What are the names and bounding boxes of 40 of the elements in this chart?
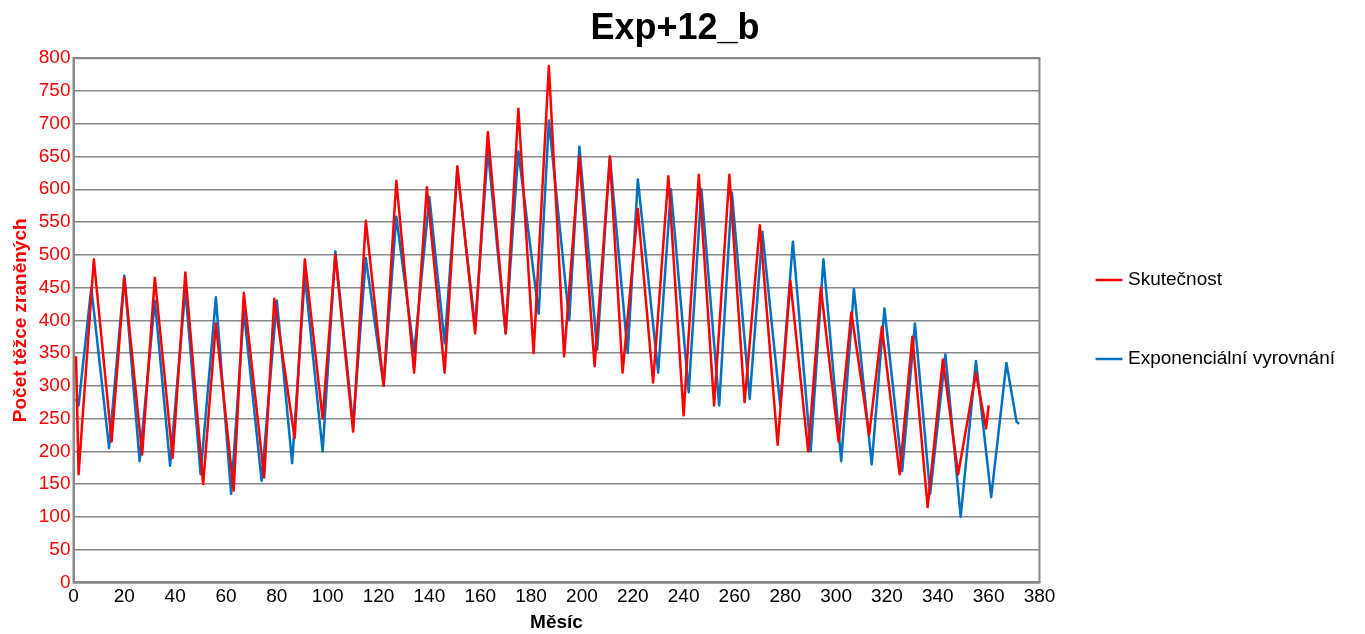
- x-tick-label: 100: [311, 585, 344, 607]
- y-tick-label: 50: [49, 537, 71, 559]
- x-tick-label: 260: [718, 585, 751, 607]
- x-tick-label: 140: [413, 585, 446, 607]
- x-tick-label: 60: [215, 585, 237, 607]
- x-tick-label: 220: [616, 585, 649, 607]
- y-tick-label: 200: [38, 439, 71, 461]
- x-tick-label: 300: [820, 585, 852, 607]
- y-tick-label: 350: [38, 341, 71, 363]
- x-tick-label: 380: [1023, 585, 1056, 607]
- y-tick-label: 500: [38, 243, 71, 265]
- y-tick-label: 800: [38, 46, 71, 68]
- y-tick-label: 100: [38, 505, 71, 527]
- x-tick-label: 340: [921, 585, 954, 607]
- y-tick-label: 650: [38, 144, 71, 166]
- x-tick-label: 180: [515, 585, 547, 607]
- y-tick-label: 150: [38, 472, 71, 494]
- y-tick-label: 750: [38, 79, 71, 101]
- y-tick-label: 250: [38, 406, 71, 428]
- y-tick-label: 450: [38, 275, 71, 297]
- x-tick-label: 280: [769, 585, 802, 607]
- x-tick-label: 200: [566, 585, 598, 607]
- y-tick-label: 600: [38, 177, 71, 199]
- x-tick-label: 120: [362, 585, 395, 607]
- y-tick-label: 550: [38, 210, 71, 232]
- y-tick-label: 700: [38, 111, 71, 133]
- legend-label: Exponenciální vyrovnání: [1127, 347, 1336, 369]
- legend-label: Skutečnost: [1127, 268, 1223, 290]
- x-tick-label: 40: [164, 585, 186, 607]
- x-tick-label: 360: [972, 585, 1005, 607]
- x-tick-label: 320: [871, 585, 903, 607]
- x-tick-label: 80: [266, 585, 288, 607]
- y-tick-label: 300: [38, 374, 71, 396]
- x-axis-title: Měsíc: [530, 610, 584, 632]
- y-axis-title: Počet těžce zraněných: [8, 218, 30, 423]
- x-tick-label: 240: [667, 585, 700, 607]
- chart-title: Exp+12_b: [590, 5, 760, 47]
- y-tick-label: 400: [38, 308, 71, 330]
- x-tick-label: 160: [464, 585, 497, 607]
- x-tick-label: 20: [113, 585, 135, 607]
